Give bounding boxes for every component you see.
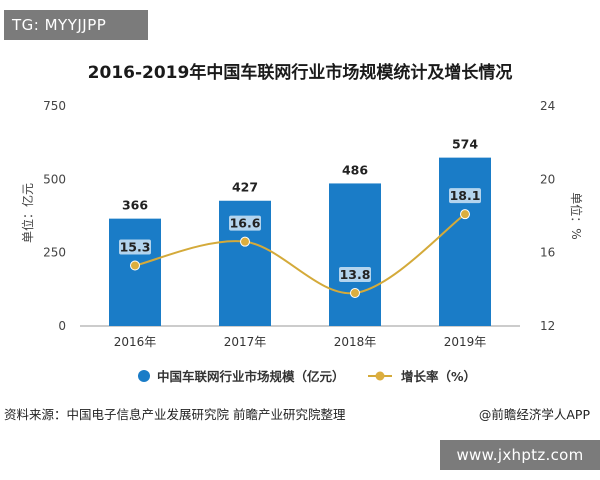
line-series [130, 209, 470, 298]
y-tick-label: 750 [43, 99, 66, 113]
line-point [460, 209, 470, 220]
x-tick-label: 2016年 [114, 335, 157, 349]
top-watermark-badge: TG: MYYJJPP [4, 10, 148, 40]
y-tick-label: 250 [43, 246, 66, 260]
legend-bar-marker [138, 370, 150, 382]
legend-line-marker [375, 371, 385, 381]
x-tick-label: 2017年 [224, 335, 267, 349]
chart-legend: 中国车联网行业市场规模（亿元） 增长率（%） [138, 369, 476, 384]
y-axis-label: 单位：亿元 [20, 183, 35, 243]
y2-tick-label: 24 [540, 99, 555, 113]
line-value-label: 13.8 [340, 267, 371, 282]
line-label-background [449, 188, 481, 204]
y2-axis-label: 单位：% [569, 192, 584, 239]
y2-tick-label: 16 [540, 246, 555, 260]
x-tick-label: 2018年 [334, 335, 377, 349]
growth-rate-line [134, 213, 466, 295]
line-value-label: 18.1 [450, 188, 481, 203]
y2-tick-label: 12 [540, 319, 555, 333]
bar [439, 157, 491, 326]
bottom-watermark-badge: www.jxhptz.com [440, 440, 600, 470]
line-point [240, 236, 250, 247]
line-label-background [119, 239, 151, 255]
bar-value-label: 427 [232, 180, 258, 195]
bar-value-label: 486 [342, 162, 368, 177]
source-note: 资料来源：中国电子信息产业发展研究院 前瞻产业研究院整理 [4, 407, 346, 422]
line-value-label: 15.3 [120, 240, 151, 255]
chart-title: 2016-2019年中国车联网行业市场规模统计及增长情况 [87, 63, 513, 83]
legend-bar-label: 中国车联网行业市场规模（亿元） [157, 369, 345, 384]
legend-line-label: 增长率（%） [401, 369, 476, 384]
line-point [130, 260, 140, 271]
bar [329, 183, 381, 326]
y-tick-label: 500 [43, 172, 66, 186]
line-point [350, 288, 360, 298]
y-tick-label: 0 [58, 319, 66, 333]
credit-note: @前瞻经济学人APP [478, 407, 590, 422]
x-tick-label: 2019年 [444, 335, 487, 349]
bar-value-label: 574 [452, 137, 478, 152]
line-label-background [339, 267, 371, 282]
bar [109, 218, 161, 326]
line-label-background [229, 215, 261, 231]
y2-tick-label: 20 [540, 172, 555, 186]
chart-axes: 0 250 500 750 12 16 20 24 单位：亿元 单位：% 2016年 2017年 201… [20, 99, 584, 349]
line-value-label: 16.6 [230, 216, 261, 231]
bar-value-label: 366 [122, 198, 148, 213]
data-labels: 366 427 486 574 15.3 16.6 13.8 18.1 [119, 137, 481, 282]
